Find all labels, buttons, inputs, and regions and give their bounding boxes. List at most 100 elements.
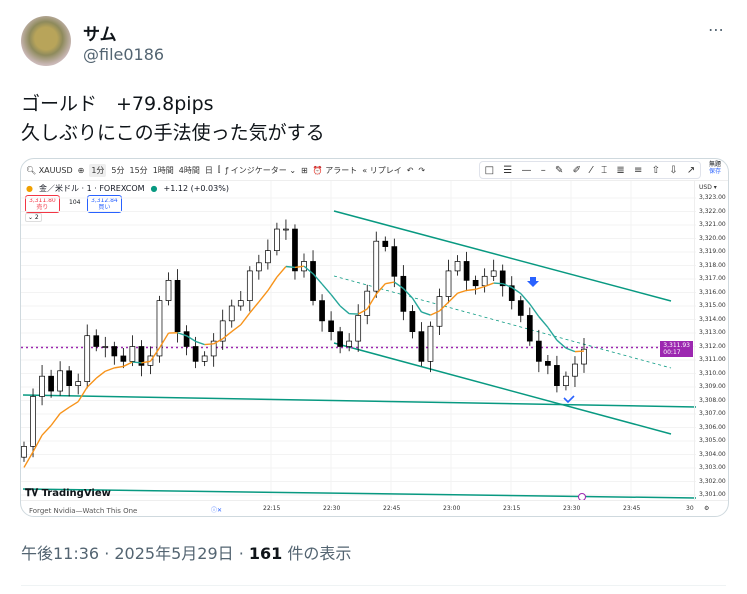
candle-up — [246, 270, 253, 301]
price-tick: 3,319.00 — [699, 248, 726, 255]
interval-1m[interactable]: 1分 — [89, 163, 107, 177]
moving-average-segment — [466, 288, 476, 292]
price-chart[interactable] — [21, 159, 729, 517]
interval-1h[interactable]: 1時間 — [152, 165, 174, 175]
moving-average-segment — [520, 293, 531, 305]
chart-toolbar: 🔍︎ XAUUSD ⊕ 1分 5分 15分 1時間 4時間 日 ⫿ ƒ インジケ… — [21, 159, 473, 181]
measure-icon[interactable]: ⌶ — [601, 164, 608, 176]
rectangle-tool-icon[interactable]: □ — [484, 164, 495, 176]
candle-up — [129, 346, 136, 362]
ad-text[interactable]: Forget Nvidia—Watch This One — [29, 507, 138, 515]
candle-down — [337, 331, 343, 347]
candle-up — [563, 375, 569, 386]
avatar[interactable] — [21, 16, 71, 66]
moving-average-segment — [547, 326, 558, 341]
moving-average-segment — [457, 289, 467, 294]
chart-image[interactable]: 🔍︎ XAUUSD ⊕ 1分 5分 15分 1時間 4時間 日 ⫿ ƒ インジケ… — [20, 158, 729, 517]
candle-up — [21, 446, 27, 458]
price-tick: 3,322.00 — [699, 207, 726, 215]
path-icon[interactable]: ↗ — [686, 164, 696, 176]
price-tick: 3,312.00 — [699, 342, 726, 350]
moving-average-segment — [276, 266, 287, 278]
interval-5m[interactable]: 5分 — [111, 165, 125, 175]
moving-average-segment — [249, 301, 260, 314]
candle-up — [30, 396, 36, 447]
price-tick: 3,301.00 — [699, 491, 726, 498]
price-tick: 3,320.00 — [699, 234, 726, 242]
layout-icon[interactable]: ⊞ — [301, 165, 308, 175]
view-count: 161 — [248, 544, 283, 563]
chart-type-icon[interactable]: ⫿ — [217, 165, 221, 174]
settings-icon[interactable]: ⚙ — [704, 505, 710, 512]
arrow-down-icon[interactable]: ⇩ — [669, 164, 678, 176]
moving-average-segment — [68, 401, 79, 408]
parallel-channel-icon[interactable]: ☰ — [503, 164, 513, 176]
interval-15m[interactable]: 15分 — [129, 165, 148, 175]
indicators-label: インジケーター — [230, 165, 287, 175]
ad-close-icon[interactable]: ⓘ✕ — [211, 507, 223, 514]
tweet-meta: 午後11:36 · 2025年5月29日 · 161 件の表示 — [21, 540, 351, 564]
price-axis[interactable]: USD ▾ 3,323.00 3,322.00 3,321.00 3,320.00 3,… — [694, 181, 728, 500]
sell-label: 売り — [36, 204, 49, 211]
bar-countdown: 00:17 — [663, 349, 681, 357]
moving-average-segment — [285, 265, 296, 269]
moving-average-segment — [59, 406, 70, 415]
tweet-text-line2: 久しぶりにこの手法使った気がする — [21, 122, 325, 144]
sell-button[interactable]: 3,311.80 売り — [25, 195, 60, 213]
moving-average-segment — [357, 308, 368, 315]
moving-average-segment — [258, 290, 269, 303]
alert-button[interactable]: ⏰ アラート — [312, 165, 358, 175]
candle-down — [93, 335, 100, 347]
currency-select[interactable]: USD ▾ — [699, 184, 717, 191]
lower-horizontal-line — [22, 488, 697, 499]
time-tick: 22:15 — [263, 505, 281, 512]
brush-icon[interactable]: ✐ — [572, 164, 581, 176]
time-tick: 22:45 — [383, 505, 401, 512]
moving-average-segment — [105, 367, 115, 372]
moving-average-segment — [231, 324, 242, 333]
symbol-label: XAUUSD — [38, 165, 73, 175]
buy-button[interactable]: 3,312.84 買い — [87, 195, 122, 213]
price-tick: 3,316.00 — [699, 288, 726, 296]
current-price: 3,311.93 — [663, 342, 690, 350]
add-symbol-icon[interactable]: ⊕ — [77, 165, 85, 175]
trendline-icon[interactable]: ⁄ — [590, 164, 592, 176]
undo-icon[interactable]: ↶ — [406, 165, 414, 175]
candle-up — [75, 381, 82, 387]
candle-down — [292, 228, 298, 272]
redo-icon[interactable]: ↷ — [418, 165, 426, 175]
save-button[interactable]: 保存 — [709, 168, 722, 175]
author-name[interactable]: サム — [83, 25, 117, 45]
moving-average-segment — [529, 303, 540, 318]
symbol-search[interactable]: 🔍︎ XAUUSD — [26, 165, 73, 175]
arrow-up-icon[interactable]: ⇧ — [651, 164, 660, 176]
short-position-icon[interactable]: ≡ — [633, 164, 643, 176]
price-tick: 3,309.00 — [699, 383, 726, 390]
moving-average-segment — [438, 301, 450, 312]
more-options-icon[interactable]: ⋯ — [708, 20, 725, 39]
collapse-indicators[interactable]: ⌄ 2 — [25, 213, 42, 222]
price-change: +1.12 (+0.03%) — [163, 184, 229, 193]
pen-icon[interactable]: ✎ — [554, 164, 564, 176]
candle-up — [39, 375, 45, 397]
candle-up — [228, 305, 235, 322]
moving-average-segment — [149, 347, 161, 362]
price-tick: 3,302.00 — [699, 477, 726, 485]
author-handle[interactable]: @file0186 — [83, 45, 165, 64]
interval-1d[interactable]: 日 — [204, 165, 213, 175]
time-axis[interactable]: Forget Nvidia—Watch This One ⓘ✕ ⚙ 22:15 2… — [21, 500, 728, 516]
candle-down — [382, 240, 389, 247]
layout-name[interactable]: 無題 保存 — [709, 161, 721, 175]
moving-average-segment — [23, 451, 34, 468]
time-tick: 23:15 — [503, 505, 521, 512]
indicators-button[interactable]: ƒ インジケーター ⌄ — [225, 165, 297, 175]
sell-signal-arrow-icon — [527, 277, 539, 287]
long-position-icon[interactable]: ≣ — [616, 164, 625, 176]
horizontal-ray-icon[interactable]: — — [521, 164, 532, 176]
interval-4h[interactable]: 4時間 — [178, 165, 200, 175]
candle-down — [409, 311, 416, 332]
timestamp[interactable]: 午後11:36 · 2025年5月29日 · — [21, 544, 249, 563]
moving-average-segment — [502, 283, 513, 289]
horizontal-line-icon[interactable]: – — [540, 164, 546, 176]
replay-button[interactable]: « リプレイ — [362, 165, 402, 175]
